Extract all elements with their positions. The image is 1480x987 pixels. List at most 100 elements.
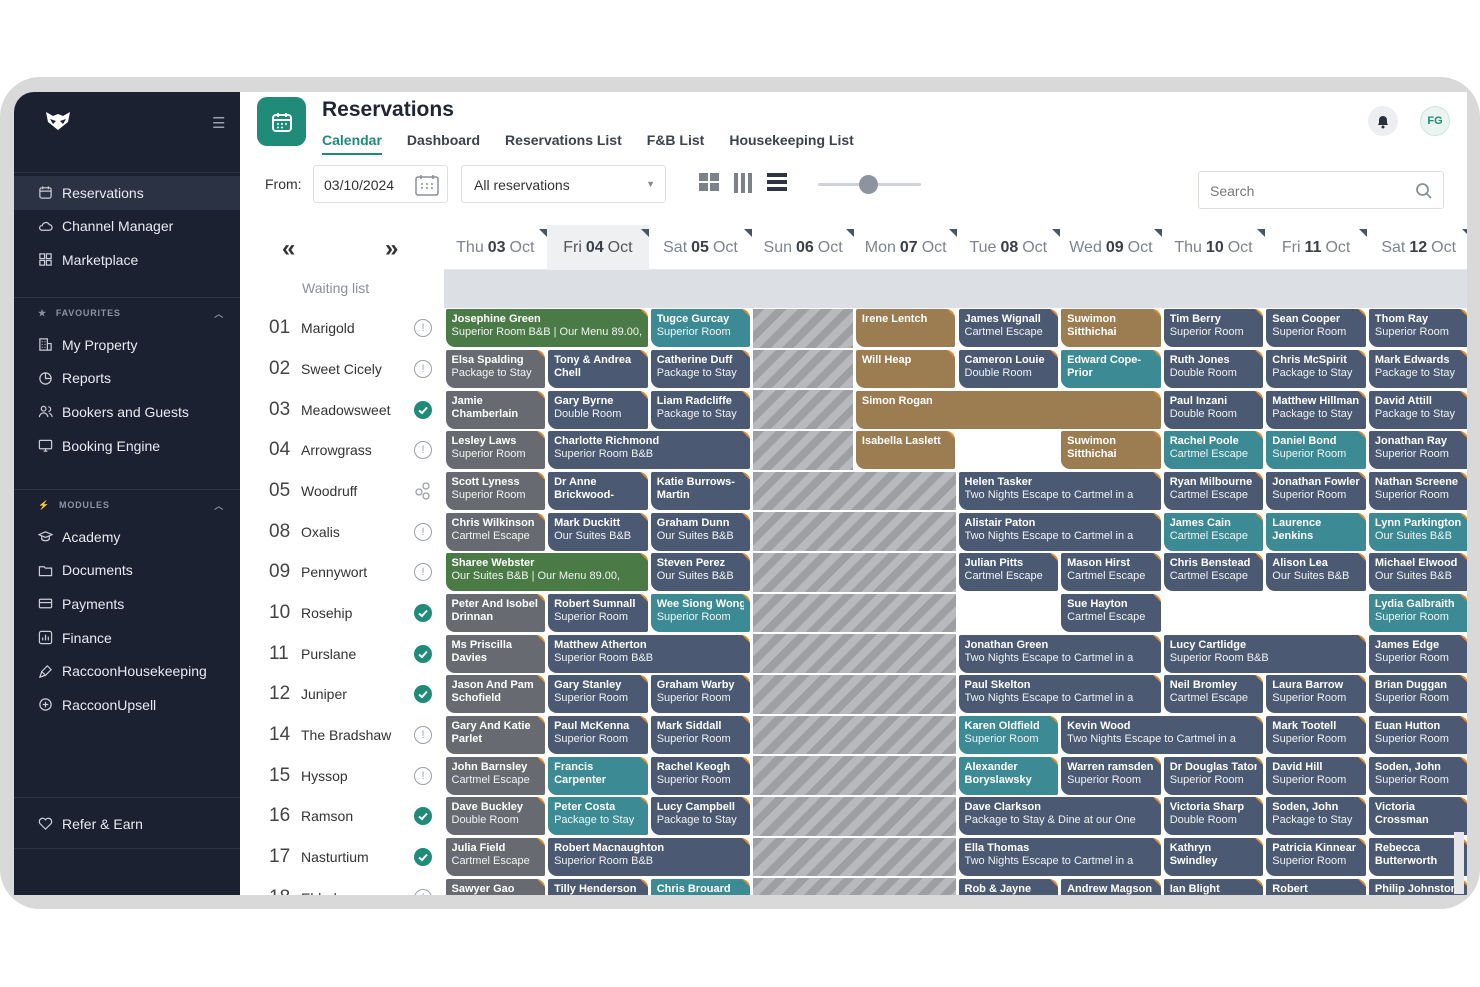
booking-block[interactable]: Matthew Atherton Superior Room B&B — [548, 634, 751, 673]
tab-calendar[interactable]: Calendar — [322, 132, 382, 155]
sidebar-item-refer[interactable]: Refer & Earn — [14, 807, 240, 841]
day-column-header[interactable]: Wed 09 Oct — [1060, 225, 1163, 270]
room-row[interactable]: 14 The Bradshaw! — [240, 715, 444, 756]
booking-block[interactable]: Lucy Campbell Package to Stay — [650, 797, 751, 836]
booking-block[interactable]: Dave Clarkson Package to Stay & Dine at o… — [958, 797, 1161, 836]
booking-block[interactable]: Dr Douglas Taton Superior Room — [1163, 756, 1264, 795]
booking-block[interactable]: Paul McKenna Superior Room — [548, 716, 648, 754]
booking-block[interactable]: Isabella Laslett — [855, 431, 956, 470]
booking-block[interactable]: Thom Ray Superior Room — [1368, 309, 1467, 348]
booking-block[interactable]: Liam Radcliffe Package to Stay — [650, 390, 751, 429]
booking-block[interactable]: Philip Johnston — [1368, 878, 1467, 895]
booking-block[interactable]: Mason Hirst Cartmel Escape — [1061, 553, 1161, 592]
booking-block[interactable]: Ella Thomas Two Nights Escape to Cartmel … — [958, 838, 1161, 876]
zoom-slider-knob[interactable] — [859, 175, 878, 194]
booking-block[interactable]: Ian Blight — [1163, 878, 1264, 895]
booking-block[interactable]: James Cain Cartmel Escape — [1163, 512, 1264, 551]
booking-block[interactable]: Soden, John Package to Stay — [1266, 797, 1366, 836]
booking-block[interactable]: Lucy Cartlidge Superior Room B&B — [1163, 634, 1366, 673]
booking-block[interactable]: Julia Field Cartmel Escape — [445, 838, 546, 876]
booking-block[interactable]: Ruth Jones Double Room — [1163, 349, 1264, 388]
booking-block[interactable]: Jason And Pam Schofield — [445, 675, 546, 714]
booking-block[interactable]: Alistair Paton Two Nights Escape to Cartm… — [958, 512, 1161, 551]
booking-block[interactable]: Suwimon Sitthichai — [1061, 309, 1161, 348]
room-group-icon[interactable] — [414, 482, 432, 500]
booking-block[interactable]: Rachel Keogh Superior Room — [650, 756, 751, 795]
day-column-header[interactable]: Sat 05 Oct — [649, 225, 752, 270]
booking-block[interactable]: Rebecca Butterworth — [1368, 838, 1467, 876]
room-row[interactable]: 02 Sweet Cicely! — [240, 349, 444, 390]
booking-block[interactable]: Alexander Boryslawsky — [958, 756, 1059, 795]
tab-housekeeping-list[interactable]: Housekeeping List — [729, 132, 854, 148]
booking-block[interactable]: Elsa Spalding Package to Stay — [445, 349, 546, 388]
booking-block[interactable]: Lynn Parkington Our Suites B&B — [1368, 512, 1467, 551]
room-attention-icon[interactable]: ! — [414, 725, 432, 744]
booking-block[interactable]: Tilly Henderson — [548, 878, 648, 895]
room-row[interactable]: 01 Marigold! — [240, 308, 444, 349]
booking-block[interactable]: Laurence Jenkins — [1266, 512, 1366, 551]
menu-toggle-icon[interactable]: ☰ — [212, 115, 226, 132]
booking-block[interactable]: Mark Siddall Superior Room — [650, 716, 751, 754]
booking-block[interactable]: Peter Costa Package to Stay — [548, 797, 648, 836]
date-picker-icon[interactable] — [415, 174, 439, 196]
booking-block[interactable]: Josephine Green Superior Room B&B | Our M… — [445, 309, 648, 348]
room-attention-icon[interactable]: ! — [414, 563, 432, 582]
room-row[interactable]: 10 Rosehip — [240, 593, 444, 634]
booking-block[interactable]: Wee Siong Wong Superior Room — [650, 593, 751, 632]
booking-block[interactable]: Andrew Magson — [1061, 878, 1161, 895]
day-column-header[interactable]: Mon 07 Oct — [854, 225, 957, 270]
booking-block[interactable]: James Edge Superior Room — [1368, 634, 1467, 673]
booking-block[interactable]: Karen Oldfield Superior Room — [958, 716, 1059, 754]
booking-block[interactable]: Kathryn Swindley — [1163, 838, 1264, 876]
booking-block[interactable]: Victoria Crossman — [1368, 797, 1467, 836]
room-row[interactable]: 15 Hyssop! — [240, 755, 444, 796]
grid-view-icon[interactable] — [698, 172, 720, 192]
booking-block[interactable]: Sharee Webster Our Suites B&B | Our Menu … — [445, 553, 648, 592]
booking-block[interactable]: Steven Perez Our Suites B&B — [650, 553, 751, 592]
user-avatar[interactable]: FG — [1420, 106, 1450, 136]
sidebar-item-finance[interactable]: Finance — [14, 621, 240, 655]
booking-block[interactable]: Graham Warby Superior Room — [650, 675, 751, 714]
tab-dashboard[interactable]: Dashboard — [406, 132, 481, 148]
raccoon-logo-icon[interactable] — [44, 110, 72, 132]
booking-block[interactable]: Rachel Poole Cartmel Escape — [1163, 431, 1264, 470]
booking-block[interactable]: Tugce Gurcay Superior Room — [650, 309, 751, 348]
collapse-chevron-icon[interactable]: ︿ — [214, 500, 224, 511]
booking-block[interactable]: Sawyer Gao — [445, 878, 546, 895]
booking-block[interactable]: Warren ramsden Superior Room — [1061, 756, 1161, 795]
booking-block[interactable]: Gary Stanley Superior Room — [548, 675, 648, 714]
room-attention-icon[interactable]: ! — [414, 522, 432, 541]
sidebar-item-bookers-and-guests[interactable]: Bookers and Guests — [14, 395, 240, 429]
booking-block[interactable]: Dave Buckley Double Room — [445, 797, 546, 836]
booking-block[interactable]: Lesley Laws Superior Room — [445, 431, 546, 470]
day-column-header[interactable]: Fri 04 Oct — [546, 225, 650, 270]
day-column-header[interactable]: Sat 12 Oct — [1367, 225, 1467, 270]
booking-block[interactable]: Rob & Jayne — [958, 878, 1059, 895]
zoom-slider[interactable] — [818, 175, 921, 194]
room-attention-icon[interactable]: ! — [414, 441, 432, 460]
booking-block[interactable]: Soden, John Superior Room — [1368, 756, 1467, 795]
booking-block[interactable]: Robert Smithson — [1266, 878, 1366, 895]
booking-block[interactable]: Charlotte Richmond Superior Room B&B — [548, 431, 751, 470]
booking-block[interactable]: Neil Bromley Cartmel Escape — [1163, 675, 1264, 714]
from-date-input[interactable]: 03/10/2024 — [313, 165, 448, 203]
previous-period-icon[interactable]: « — [282, 235, 296, 262]
booking-block[interactable]: David Hill Superior Room — [1266, 756, 1366, 795]
booking-block[interactable]: Dr Anne Brickwood- — [548, 471, 648, 510]
booking-block[interactable]: Victoria Sharp Double Room — [1163, 797, 1264, 836]
room-attention-icon[interactable]: ! — [414, 888, 432, 895]
room-row[interactable]: 03 Meadowsweet — [240, 389, 444, 430]
sidebar-item-channel-manager[interactable]: Channel Manager — [14, 210, 240, 244]
booking-block[interactable]: Mark Tootell Superior Room — [1266, 716, 1366, 754]
sidebar-item-my-property[interactable]: My Property — [14, 328, 240, 362]
booking-block[interactable]: Alison Lea Our Suites B&B — [1266, 553, 1366, 592]
booking-block[interactable]: Tony & Andrea Chell — [548, 349, 648, 388]
booking-block[interactable]: Tim Berry Superior Room — [1163, 309, 1264, 348]
reservations-filter-select[interactable]: All reservations ▼ — [461, 165, 666, 203]
booking-block[interactable]: Ms Priscilla Davies — [445, 634, 546, 673]
booking-block[interactable]: Gary And Katie Parlet — [445, 716, 546, 754]
room-row[interactable]: 12 Juniper — [240, 674, 444, 715]
booking-block[interactable]: Catherine Duff Package to Stay — [650, 349, 751, 388]
booking-block[interactable]: Will Heap — [855, 349, 956, 388]
booking-block[interactable]: Laura Barrow Superior Room — [1266, 675, 1366, 714]
